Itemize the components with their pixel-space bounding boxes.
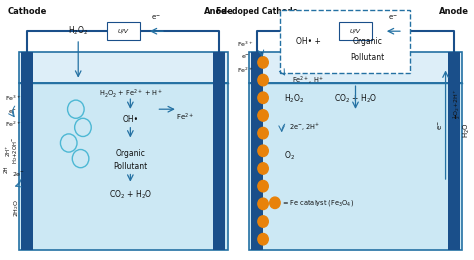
Circle shape [258, 127, 268, 139]
Text: e$^{-}$: e$^{-}$ [389, 13, 398, 22]
Text: CO$_2$ + H$_2$O: CO$_2$ + H$_2$O [334, 93, 377, 105]
Text: 2e$^{-}$, 2H$^{+}$: 2e$^{-}$, 2H$^{+}$ [289, 122, 320, 133]
Text: 2H$^{+}$: 2H$^{+}$ [4, 145, 13, 157]
Circle shape [258, 198, 268, 210]
Circle shape [270, 197, 280, 209]
Bar [249, 83, 462, 250]
Text: Anode: Anode [439, 6, 469, 16]
Circle shape [258, 163, 268, 174]
Text: U/V: U/V [118, 29, 129, 34]
Text: Organic: Organic [115, 149, 146, 158]
Text: Fe$^{3+}$: Fe$^{3+}$ [5, 94, 21, 103]
Text: e$^{-}$: e$^{-}$ [437, 120, 445, 130]
Text: OH• +: OH• + [296, 37, 320, 46]
Text: Fe$^{2+}$, H$^{+}$: Fe$^{2+}$, H$^{+}$ [292, 74, 323, 87]
Text: Fe- doped Cathode: Fe- doped Cathode [216, 6, 298, 16]
Text: U/V: U/V [350, 29, 361, 34]
Bar [339, 22, 372, 40]
Text: O$_2$: O$_2$ [284, 150, 295, 162]
Text: CO$_2$ + H$_2$O: CO$_2$ + H$_2$O [109, 189, 152, 201]
Text: e$^{-}$: e$^{-}$ [9, 108, 18, 116]
Text: = Fe catalyst (Fe$_3$O$_4$): = Fe catalyst (Fe$_3$O$_4$) [282, 198, 354, 208]
Bar [448, 52, 460, 250]
Bar [251, 52, 263, 250]
Circle shape [258, 74, 268, 86]
Text: Anode: Anode [204, 6, 234, 16]
Text: H$_2$O: H$_2$O [462, 122, 472, 138]
Circle shape [258, 110, 268, 121]
Text: H$_2$O$_2$: H$_2$O$_2$ [284, 93, 305, 105]
Text: Pollutant: Pollutant [113, 162, 147, 171]
Circle shape [258, 57, 268, 68]
Bar [107, 22, 140, 40]
Circle shape [258, 233, 268, 245]
Text: Fe$^{2+}$: Fe$^{2+}$ [237, 66, 254, 75]
Text: H$_2$+2OH$^{-}$: H$_2$+2OH$^{-}$ [11, 137, 20, 164]
Text: H$_2$O$_2$: H$_2$O$_2$ [68, 25, 89, 37]
Circle shape [258, 145, 268, 157]
Text: 2e$^{-}$: 2e$^{-}$ [12, 170, 26, 178]
Text: Fe$^{3+}$: Fe$^{3+}$ [237, 40, 254, 49]
Bar [19, 52, 228, 83]
Circle shape [258, 180, 268, 192]
Bar [21, 52, 33, 250]
Text: Fe$^{2+}$: Fe$^{2+}$ [5, 120, 21, 129]
Text: Fe$^{2+}$: Fe$^{2+}$ [176, 111, 194, 123]
Bar [19, 83, 228, 250]
Circle shape [258, 92, 268, 103]
Circle shape [258, 216, 268, 227]
Text: Pollutant: Pollutant [350, 53, 384, 62]
Text: H$_2$O$_2$ + Fe$^{2+}$ + H$^{+}$: H$_2$O$_2$ + Fe$^{2+}$ + H$^{+}$ [99, 87, 162, 100]
Text: 2H$_2$O: 2H$_2$O [12, 199, 21, 217]
Bar [249, 52, 462, 83]
Bar [280, 10, 410, 73]
Text: Cathode: Cathode [8, 6, 47, 16]
Text: e$^{-}$: e$^{-}$ [152, 13, 161, 22]
Text: 2H: 2H [3, 165, 9, 173]
Text: e$^{-}$: e$^{-}$ [241, 53, 250, 61]
Text: $\frac{1}{2}$O$_2$+2H$^{+}$: $\frac{1}{2}$O$_2$+2H$^{+}$ [451, 89, 464, 119]
Text: OH•: OH• [122, 115, 138, 124]
Bar [213, 52, 225, 250]
Text: Organic: Organic [352, 37, 383, 46]
